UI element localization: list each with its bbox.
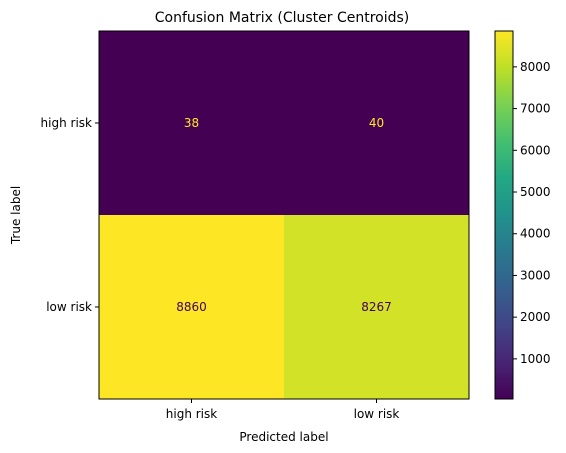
heatmap-cell — [284, 31, 470, 216]
colorbar — [494, 30, 514, 400]
colorbar-tick-label: 5000 — [520, 185, 551, 199]
y-axis-label: True label — [9, 186, 23, 245]
colorbar-tick-label: 7000 — [520, 102, 551, 116]
colorbar-tick-label: 1000 — [520, 352, 551, 366]
y-axis-ticks: high risk low risk — [41, 116, 99, 314]
cell-value-labels: 38 40 8860 8267 — [176, 116, 392, 314]
x-tick-label: low risk — [354, 407, 400, 421]
heatmap-cells — [99, 31, 470, 400]
chart-title: Confusion Matrix (Cluster Centroids) — [155, 10, 410, 26]
cell-value-label: 8860 — [176, 300, 207, 314]
x-axis-label: Predicted label — [239, 430, 328, 444]
colorbar-tick-label: 3000 — [520, 268, 551, 282]
heatmap-cell — [99, 215, 285, 400]
x-tick-label: high risk — [166, 407, 217, 421]
x-axis-ticks: high risk low risk — [166, 399, 400, 421]
cell-value-label: 40 — [369, 116, 384, 130]
colorbar-tick-label: 2000 — [520, 310, 551, 324]
colorbar-tick-label: 6000 — [520, 143, 551, 157]
plot-frame — [98, 30, 470, 400]
heatmap-cell — [284, 215, 470, 400]
colorbar-tick-label: 4000 — [520, 227, 551, 241]
heatmap-cell — [99, 31, 285, 216]
cell-value-label: 8267 — [361, 300, 392, 314]
colorbar-tick-label: 8000 — [520, 60, 551, 74]
y-tick-label: low risk — [46, 300, 92, 314]
colorbar-ticks: 1000 2000 3000 4000 5000 6000 7000 8000 — [513, 60, 551, 366]
y-tick-label: high risk — [41, 116, 92, 130]
cell-value-label: 38 — [184, 116, 199, 130]
